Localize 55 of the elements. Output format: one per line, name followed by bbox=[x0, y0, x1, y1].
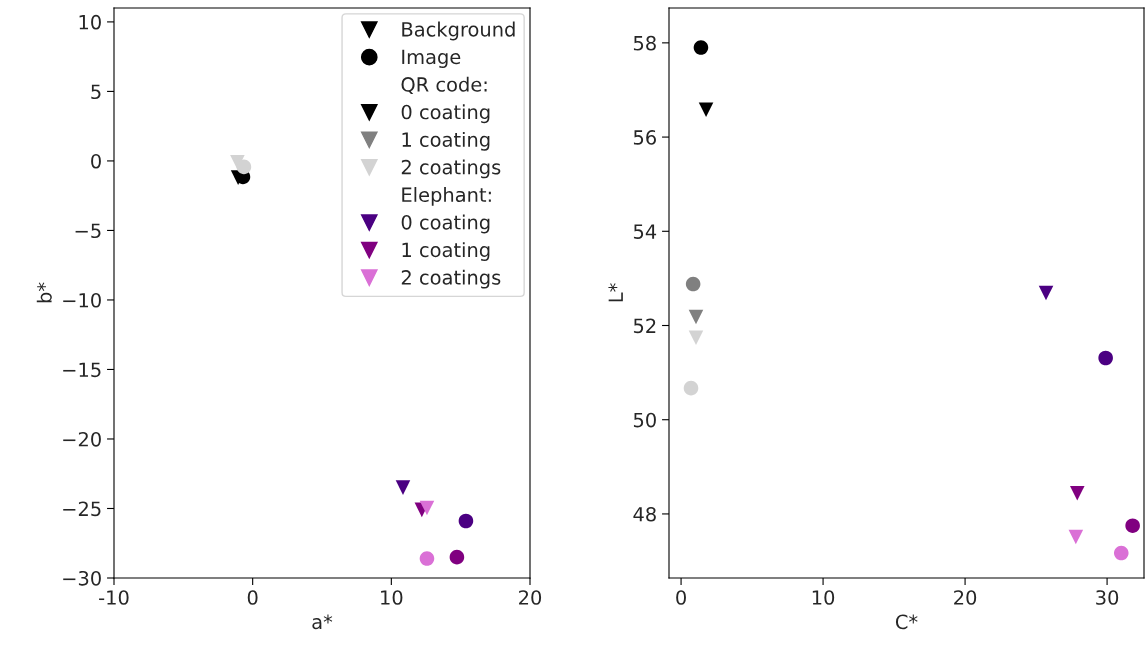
y-tick-label: −30 bbox=[63, 570, 101, 586]
x-tick-label: 20 bbox=[954, 590, 977, 605]
point bbox=[685, 276, 701, 292]
legend-label: 2 coatings bbox=[401, 269, 501, 289]
legend-label: 2 coatings bbox=[401, 159, 501, 179]
annotation: QR code: bbox=[401, 76, 487, 95]
x-tick-label: 0 bbox=[247, 590, 258, 605]
legend-label: 0 coating bbox=[401, 104, 490, 124]
y-axis-title: b* bbox=[36, 282, 52, 303]
y-tick-label: 0 bbox=[91, 153, 101, 169]
y-tick-label: 58 bbox=[633, 35, 656, 51]
point bbox=[419, 551, 435, 566]
point bbox=[1125, 518, 1140, 533]
y-tick-label: 48 bbox=[633, 506, 656, 522]
y-tick-label: 50 bbox=[633, 412, 656, 428]
point bbox=[458, 513, 474, 529]
legend-label: 1 coating bbox=[402, 131, 490, 151]
point bbox=[683, 380, 699, 396]
x-axis-title: a* bbox=[312, 614, 333, 630]
point bbox=[1069, 485, 1085, 501]
y-tick-label: 10 bbox=[79, 14, 101, 30]
legend-label: 0 coating bbox=[401, 214, 490, 234]
point bbox=[236, 159, 252, 175]
y-tick-label: −20 bbox=[63, 431, 101, 447]
x-tick-label: 10 bbox=[812, 590, 835, 605]
legend-label: 1 coating bbox=[402, 242, 490, 261]
x-tick-label: 20 bbox=[519, 590, 542, 605]
x-tick-label: 0 bbox=[676, 590, 686, 605]
x-tick-label: 10 bbox=[381, 590, 403, 605]
point bbox=[698, 102, 714, 118]
point bbox=[395, 480, 411, 495]
point bbox=[449, 549, 465, 565]
y-tick-label: 54 bbox=[633, 224, 657, 239]
point bbox=[419, 500, 435, 516]
y-axis-title: L* bbox=[608, 283, 623, 302]
x-axis-title: C* bbox=[895, 614, 918, 630]
y-tick-label: 5 bbox=[91, 84, 101, 100]
x-tick-label: -10 bbox=[99, 590, 129, 605]
point bbox=[1114, 545, 1129, 561]
point bbox=[693, 40, 709, 55]
point bbox=[1068, 529, 1084, 545]
y-tick-label: −15 bbox=[63, 362, 101, 378]
point bbox=[1038, 285, 1054, 301]
y-tick-label: −5 bbox=[75, 223, 101, 239]
y-tick-label: −25 bbox=[63, 501, 101, 517]
point bbox=[688, 309, 704, 325]
annotation: Elephant: bbox=[402, 187, 491, 206]
annotation: Background bbox=[402, 21, 515, 41]
y-tick-label: −10 bbox=[63, 292, 101, 308]
annotation: Image bbox=[402, 49, 461, 68]
point bbox=[1098, 350, 1113, 366]
x-tick-label: 30 bbox=[1096, 590, 1119, 605]
y-tick-label: 56 bbox=[633, 130, 656, 145]
point bbox=[688, 330, 704, 346]
y-tick-label: 52 bbox=[633, 318, 656, 334]
